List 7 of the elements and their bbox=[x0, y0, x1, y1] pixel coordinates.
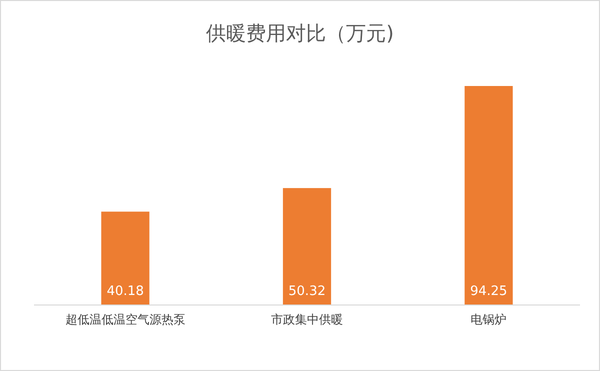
x-tick-label: 超低温低温空气源热泵 bbox=[65, 312, 186, 327]
data-label: 40.18 bbox=[106, 284, 144, 299]
x-tick-label: 电锅炉 bbox=[470, 312, 507, 327]
x-tick-label: 市政集中供暖 bbox=[271, 312, 343, 327]
data-label: 50.32 bbox=[288, 284, 326, 299]
data-label: 94.25 bbox=[470, 284, 508, 299]
chart-title: 供暖费用对比（万元) bbox=[206, 21, 394, 45]
